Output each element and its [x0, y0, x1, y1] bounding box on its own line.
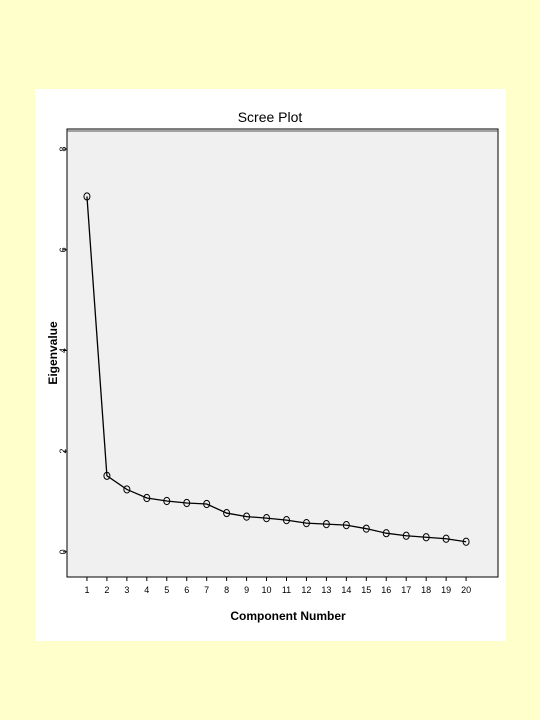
data-point — [282, 516, 290, 525]
x-tick-label: 20 — [461, 585, 471, 595]
series-layer — [83, 192, 470, 546]
data-point — [163, 496, 171, 506]
data-point — [422, 533, 430, 542]
data-point — [382, 529, 390, 538]
y-tick-label: 6 — [58, 247, 68, 252]
data-point — [203, 499, 211, 509]
x-tick-label: 8 — [224, 585, 229, 595]
x-tick-label: 4 — [144, 585, 149, 595]
x-tick-label: 17 — [401, 585, 411, 595]
data-point — [263, 514, 271, 523]
x-tick-label: 14 — [341, 585, 351, 595]
x-tick-label: 15 — [361, 585, 371, 595]
x-tick-label: 3 — [124, 585, 129, 595]
data-point — [223, 508, 231, 518]
plot-area — [66, 128, 499, 578]
x-tick-label: 11 — [282, 585, 291, 595]
x-tick-label: 13 — [321, 585, 331, 595]
data-point — [103, 471, 111, 480]
x-tick-label: 16 — [381, 585, 391, 595]
data-point — [302, 519, 310, 528]
data-point — [183, 498, 191, 508]
data-point — [322, 520, 330, 529]
x-tick-label: 12 — [301, 585, 311, 595]
x-tick-label: 6 — [184, 585, 189, 595]
data-point — [402, 531, 410, 540]
data-point — [362, 524, 370, 533]
x-tick-label: 19 — [441, 585, 451, 595]
data-point — [462, 537, 470, 546]
data-point — [83, 192, 91, 201]
x-axis-label: Component Number — [230, 609, 346, 623]
y-tick-label: 2 — [58, 449, 68, 454]
y-tick-label: 0 — [58, 549, 68, 554]
x-tick-label: 1 — [84, 585, 89, 595]
x-tick-label: 5 — [164, 585, 169, 595]
x-tick-label: 9 — [244, 585, 249, 595]
data-point — [442, 534, 450, 543]
x-tick-label: 10 — [262, 585, 272, 595]
x-tick-label: 18 — [421, 585, 431, 595]
y-tick-label: 8 — [58, 147, 68, 152]
y-axis-label: Eigenvalue — [46, 321, 60, 385]
y-axis-ticks: 0 2 4 6 8 — [58, 147, 68, 555]
x-tick-label: 2 — [104, 585, 109, 595]
chart-title: Scree Plot — [238, 109, 303, 125]
y-tick-label: 4 — [58, 348, 68, 353]
data-point — [123, 485, 131, 494]
x-tick-label: 7 — [204, 585, 209, 595]
data-point — [342, 521, 350, 530]
data-point — [143, 493, 151, 503]
x-axis-ticks: 1 2 3 4 5 6 7 8 9 10 11 12 13 14 15 16 17 18 19 20 — [84, 577, 471, 595]
data-point — [243, 512, 251, 521]
